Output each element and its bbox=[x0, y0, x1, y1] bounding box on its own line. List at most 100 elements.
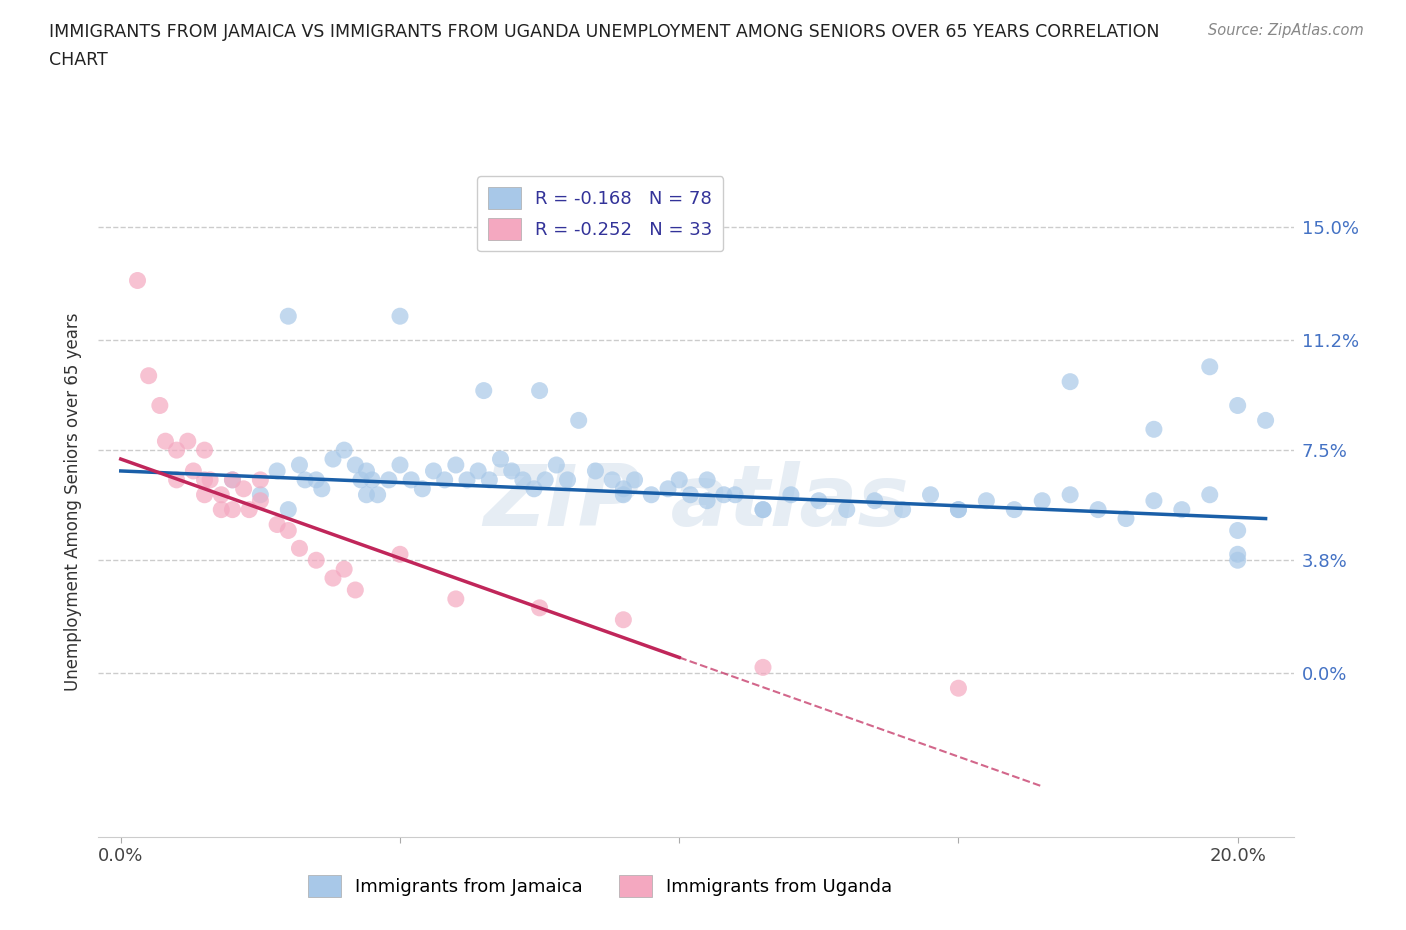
Point bbox=[1198, 359, 1220, 374]
Point bbox=[752, 502, 775, 517]
Text: IMMIGRANTS FROM JAMAICA VS IMMIGRANTS FROM UGANDA UNEMPLOYMENT AMONG SENIORS OVE: IMMIGRANTS FROM JAMAICA VS IMMIGRANTS FR… bbox=[49, 23, 1160, 41]
Point bbox=[623, 472, 645, 487]
Point bbox=[277, 309, 299, 324]
Point bbox=[1171, 502, 1194, 517]
Point bbox=[1143, 493, 1166, 508]
Point bbox=[305, 472, 328, 487]
Point bbox=[444, 458, 467, 472]
Point bbox=[209, 487, 232, 502]
Point bbox=[344, 582, 367, 597]
Point bbox=[863, 493, 886, 508]
Point bbox=[1002, 502, 1025, 517]
Point bbox=[288, 541, 311, 556]
Point bbox=[1254, 413, 1277, 428]
Point bbox=[127, 273, 149, 288]
Point bbox=[388, 458, 411, 472]
Point bbox=[356, 463, 378, 478]
Point bbox=[948, 502, 970, 517]
Point bbox=[193, 443, 215, 458]
Point bbox=[657, 482, 679, 497]
Point bbox=[568, 413, 591, 428]
Point bbox=[724, 487, 747, 502]
Point bbox=[367, 487, 389, 502]
Point bbox=[478, 472, 501, 487]
Point bbox=[807, 493, 830, 508]
Text: Source: ZipAtlas.com: Source: ZipAtlas.com bbox=[1208, 23, 1364, 38]
Point bbox=[752, 502, 775, 517]
Point bbox=[1226, 523, 1249, 538]
Point bbox=[166, 443, 188, 458]
Point bbox=[1143, 422, 1166, 437]
Point bbox=[557, 472, 579, 487]
Point bbox=[1226, 552, 1249, 567]
Point bbox=[696, 493, 718, 508]
Point bbox=[266, 463, 288, 478]
Point bbox=[322, 571, 344, 586]
Point bbox=[333, 562, 356, 577]
Point bbox=[668, 472, 690, 487]
Point bbox=[221, 472, 243, 487]
Point bbox=[534, 472, 557, 487]
Point bbox=[193, 487, 215, 502]
Point bbox=[209, 502, 232, 517]
Point bbox=[193, 472, 215, 487]
Point bbox=[640, 487, 662, 502]
Point bbox=[585, 463, 607, 478]
Point bbox=[1087, 502, 1109, 517]
Point bbox=[388, 309, 411, 324]
Point bbox=[948, 681, 970, 696]
Point bbox=[780, 487, 803, 502]
Point bbox=[238, 502, 260, 517]
Point bbox=[422, 463, 444, 478]
Point bbox=[472, 383, 495, 398]
Point bbox=[155, 433, 177, 448]
Point bbox=[891, 502, 914, 517]
Point bbox=[361, 472, 384, 487]
Point bbox=[1059, 374, 1081, 389]
Point bbox=[489, 452, 512, 467]
Point bbox=[612, 612, 634, 627]
Point bbox=[183, 463, 205, 478]
Point bbox=[266, 517, 288, 532]
Point bbox=[501, 463, 523, 478]
Point bbox=[356, 487, 378, 502]
Point bbox=[1031, 493, 1053, 508]
Point bbox=[976, 493, 998, 508]
Legend: Immigrants from Jamaica, Immigrants from Uganda: Immigrants from Jamaica, Immigrants from… bbox=[298, 865, 903, 909]
Point bbox=[1115, 512, 1137, 526]
Point bbox=[523, 482, 546, 497]
Point bbox=[433, 472, 456, 487]
Point bbox=[311, 482, 333, 497]
Point bbox=[512, 472, 534, 487]
Point bbox=[713, 487, 735, 502]
Point bbox=[546, 458, 568, 472]
Point bbox=[166, 472, 188, 487]
Point bbox=[249, 472, 271, 487]
Point bbox=[221, 502, 243, 517]
Point bbox=[1059, 487, 1081, 502]
Point bbox=[333, 443, 356, 458]
Point bbox=[1226, 547, 1249, 562]
Point bbox=[920, 487, 942, 502]
Point bbox=[679, 487, 702, 502]
Point bbox=[444, 591, 467, 606]
Point bbox=[399, 472, 422, 487]
Point bbox=[411, 482, 433, 497]
Point bbox=[249, 493, 271, 508]
Point bbox=[612, 482, 634, 497]
Point bbox=[198, 472, 221, 487]
Point bbox=[467, 463, 489, 478]
Point bbox=[232, 482, 254, 497]
Point bbox=[948, 502, 970, 517]
Point bbox=[696, 472, 718, 487]
Point bbox=[600, 472, 623, 487]
Point bbox=[388, 547, 411, 562]
Point bbox=[456, 472, 478, 487]
Point bbox=[529, 601, 551, 616]
Point bbox=[378, 472, 401, 487]
Point bbox=[149, 398, 172, 413]
Point bbox=[529, 383, 551, 398]
Point bbox=[612, 487, 634, 502]
Point bbox=[1198, 487, 1220, 502]
Point bbox=[322, 452, 344, 467]
